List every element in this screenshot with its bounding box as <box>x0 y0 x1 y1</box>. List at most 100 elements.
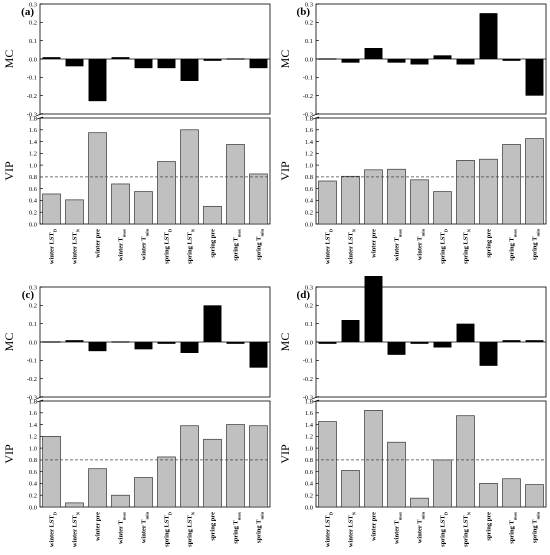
category-label: spring pre <box>210 512 217 541</box>
vip-tick-label: 0.4 <box>29 198 38 205</box>
vip-bar <box>433 459 452 508</box>
category-label-subscript: min <box>259 229 264 237</box>
category-label: spring Tmax <box>509 511 518 544</box>
mc-bar <box>203 59 222 61</box>
category-label: winter LSTN <box>348 511 357 547</box>
vip-bar <box>318 180 337 225</box>
mc-bar <box>341 59 360 63</box>
mc-tick-label: -0.1 <box>303 358 313 365</box>
vip-bar <box>203 205 222 225</box>
category-label: spring LSTD <box>440 511 449 547</box>
category-label: winter Tmax <box>118 511 127 544</box>
vip-tick-label: 0.4 <box>29 481 38 488</box>
category-label-subscript: min <box>144 512 149 520</box>
vip-tick-label: 1.8 <box>305 398 313 405</box>
category-label-subscript: N <box>466 511 471 515</box>
category-label-subscript: D <box>328 228 333 232</box>
vip-tick-label: 1.2 <box>29 151 37 158</box>
mc-bar <box>65 59 84 67</box>
category-label-subscript: min <box>420 229 425 237</box>
vip-axis-label: VIP <box>2 161 16 181</box>
vip-axis-label: VIP <box>278 161 292 181</box>
category-label: winter LSTN <box>72 228 81 264</box>
category-label: spring LSTD <box>164 228 173 264</box>
vip-tick-label: 1.8 <box>305 115 313 122</box>
mc-tick-label: 0.2 <box>29 20 37 27</box>
mc-bar <box>364 276 383 342</box>
vip-tick-label: 1.8 <box>29 115 37 122</box>
panel-tag: (d) <box>297 289 311 301</box>
mc-bar <box>157 342 176 344</box>
vip-bar <box>203 438 222 508</box>
mc-tick-label: 0.2 <box>305 303 313 310</box>
vip-tick-label: 1.6 <box>305 127 314 134</box>
mc-tick-label: -0.2 <box>27 376 37 383</box>
mc-bar <box>226 342 245 344</box>
mc-tick-label: 0.0 <box>29 56 37 63</box>
mc-bar <box>525 59 544 96</box>
mc-bar <box>226 58 245 60</box>
category-label: spring Tmin <box>256 512 265 544</box>
mc-bar <box>42 341 61 343</box>
category-label-subscript: max <box>397 511 402 520</box>
category-label: winter LSTN <box>348 228 357 264</box>
vip-tick-label: 1.0 <box>29 162 37 169</box>
category-label: winter pre <box>371 229 378 258</box>
mc-tick-label: -0.2 <box>303 376 313 383</box>
mc-tick-label: -0.1 <box>303 75 313 82</box>
mc-tick-label: 0.0 <box>305 56 313 63</box>
mc-tick-label: 0.3 <box>305 1 313 8</box>
category-label: winter pre <box>95 512 102 541</box>
category-label-subscript: max <box>121 511 126 520</box>
vip-bar <box>111 183 130 225</box>
category-label-subscript: min <box>420 512 425 520</box>
category-label-subscript: D <box>167 228 172 232</box>
category-label: spring LSTD <box>164 511 173 547</box>
vip-tick-label: 0.0 <box>29 504 37 511</box>
category-label-subscript: D <box>52 228 57 232</box>
vip-bar <box>88 132 107 225</box>
mc-bar <box>479 13 498 59</box>
mc-bar <box>180 342 199 353</box>
mc-tick-label: 0.3 <box>305 284 313 291</box>
vip-bar <box>433 191 452 225</box>
mc-tick-label: 0.2 <box>305 20 313 27</box>
category-label-subscript: min <box>259 512 264 520</box>
category-label-subscript: min <box>144 229 149 237</box>
vip-tick-label: 1.6 <box>29 410 38 417</box>
vip-tick-label: 1.4 <box>305 139 314 146</box>
vip-bar <box>479 158 498 225</box>
mc-bar <box>65 340 84 342</box>
category-label: spring LSTN <box>187 228 196 264</box>
category-label: winter Tmin <box>417 229 426 261</box>
mc-bar <box>111 57 130 59</box>
mc-tick-label: -0.2 <box>27 93 37 100</box>
category-label: spring LSTN <box>463 228 472 264</box>
mc-bar <box>180 59 199 81</box>
category-label: winter Tmin <box>141 512 150 544</box>
mc-bar <box>134 59 153 69</box>
category-label-subscript: D <box>52 511 57 515</box>
category-label: winter Tmin <box>141 229 150 261</box>
mc-tick-label: -0.3 <box>303 394 313 401</box>
category-label: winter LSTN <box>72 511 81 547</box>
category-label-subscript: N <box>75 228 80 232</box>
vip-tick-label: 0.4 <box>305 198 314 205</box>
mc-bar <box>433 55 452 59</box>
vip-bar <box>134 477 153 508</box>
vip-bar <box>456 160 475 225</box>
category-label: spring Tmin <box>532 512 541 544</box>
vip-bar <box>364 410 383 508</box>
mc-bar <box>249 59 268 69</box>
mc-tick-label: 0.1 <box>305 38 313 45</box>
mc-bar <box>341 320 360 342</box>
vip-tick-label: 0.6 <box>305 186 314 193</box>
vip-bar <box>410 497 429 508</box>
vip-bar <box>65 199 84 225</box>
category-label-subscript: max <box>397 228 402 237</box>
category-label: spring Tmin <box>256 229 265 261</box>
vip-plot-frame <box>39 400 271 508</box>
category-label: winter Tmax <box>394 228 403 261</box>
vip-bar <box>525 484 544 508</box>
mc-tick-label: 0.3 <box>29 284 37 291</box>
